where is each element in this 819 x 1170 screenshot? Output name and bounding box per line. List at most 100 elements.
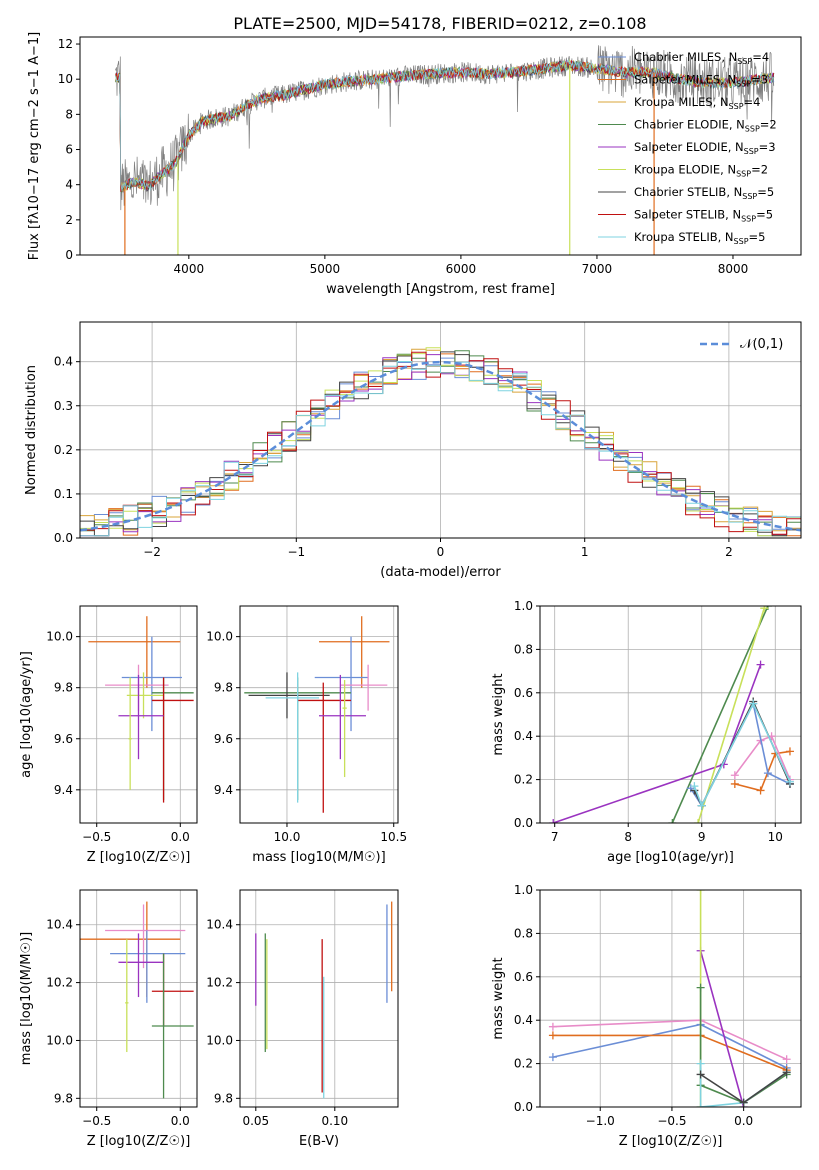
tick-label-x: −1.0 xyxy=(586,1114,615,1128)
weight-marker xyxy=(785,747,794,756)
weight-marker xyxy=(730,771,739,780)
tick-label-x: 4000 xyxy=(174,262,205,276)
plot-area xyxy=(548,890,791,1107)
tick-label-y: 2 xyxy=(65,213,73,227)
tick-label-x: 1 xyxy=(581,545,589,559)
normal-curve xyxy=(79,360,802,532)
tick-label-y: 10 xyxy=(58,72,73,86)
weight-line xyxy=(697,607,765,823)
axes-frame xyxy=(239,889,399,1108)
tick-label-y: 10.0 xyxy=(46,630,73,644)
tick-label-x: 8 xyxy=(624,830,632,844)
x-axis-label: Z [log10(Z/Z☉)] xyxy=(87,1134,191,1149)
tick-label-y: 9.4 xyxy=(214,783,233,797)
axes-frame xyxy=(539,889,802,1108)
tick-label-y: 0.3 xyxy=(54,399,73,413)
tick-label-y: 10.0 xyxy=(206,630,233,644)
weight-marker xyxy=(696,983,705,992)
weight-marker xyxy=(782,1055,791,1064)
z-weight-panel: −1.0 −0.5 0.0 0.0 0.2 0.4 0.6 0.8 1.0 Z [log10(Z/… xyxy=(491,883,802,1149)
tick-label-x: −1 xyxy=(287,545,305,559)
x-axis-label: Z [log10(Z/Z☉)] xyxy=(619,1134,723,1149)
weight-marker xyxy=(782,1068,791,1077)
tick-label-y: 0.8 xyxy=(514,926,533,940)
weight-marker xyxy=(696,1059,705,1068)
tick-label-x: 2 xyxy=(725,545,733,559)
plot-area xyxy=(80,901,194,1099)
tick-label-y: 1.0 xyxy=(514,599,533,613)
tick-label-x: 7000 xyxy=(582,262,613,276)
observed-spectrum xyxy=(115,45,775,211)
plot-area xyxy=(549,606,794,823)
tick-label-x: 0.05 xyxy=(242,1114,269,1128)
weight-line xyxy=(671,606,769,823)
tick-label-y: 0.0 xyxy=(514,1100,533,1114)
tick-label-x: 0.0 xyxy=(734,1114,753,1128)
tick-label-y: 9.4 xyxy=(54,783,73,797)
tick-label-y: 1.0 xyxy=(514,883,533,897)
x-axis-label: mass [log10(M/M☉)] xyxy=(252,850,385,865)
legend-label: Kroupa ELODIE, NSSP=2 xyxy=(634,163,768,179)
tick-label-y: 0.0 xyxy=(514,816,533,830)
normal-legend-label: 𝒩(0,1) xyxy=(740,337,783,352)
legend-label: Chabrier ELODIE, NSSP=2 xyxy=(634,118,777,134)
weight-marker xyxy=(548,1053,557,1062)
legend-label: Salpeter STELIB, NSSP=5 xyxy=(634,208,773,224)
weight-marker xyxy=(696,1070,705,1079)
tick-label-x: 7 xyxy=(551,830,559,844)
tick-label-y: 4 xyxy=(65,178,73,192)
model-spectrum xyxy=(115,60,775,193)
tick-label-y: 10.4 xyxy=(206,918,233,932)
tick-label-y: 10.2 xyxy=(206,976,233,990)
weight-marker xyxy=(668,819,677,823)
tick-label-x: 10 xyxy=(768,830,783,844)
x-axis-label: E(B-V) xyxy=(299,1134,339,1149)
weight-marker xyxy=(696,1103,705,1107)
tick-label-x: 0.0 xyxy=(171,1114,190,1128)
tick-label-y: 10.0 xyxy=(46,1033,73,1047)
x-axis-label: (data-model)/error xyxy=(380,565,501,580)
tick-label-y: 0.2 xyxy=(514,1057,533,1071)
weight-marker xyxy=(696,890,705,894)
tick-label-x: −0.5 xyxy=(657,1114,686,1128)
weight-line xyxy=(552,664,762,823)
axes-frame xyxy=(79,889,198,1108)
weight-marker xyxy=(756,660,765,669)
tick-label-y: 9.6 xyxy=(214,732,233,746)
tick-label-x: −0.5 xyxy=(82,830,111,844)
y-axis-label: mass weight xyxy=(491,673,506,755)
axes-frame xyxy=(239,605,399,824)
y-axis-label: Normed distribution xyxy=(24,365,39,495)
model-spectrum xyxy=(115,59,775,191)
tick-label-x: 8000 xyxy=(718,262,749,276)
weight-line xyxy=(552,1034,787,1071)
weight-marker xyxy=(697,801,706,810)
legend-label: Salpeter MILES, NSSP=3 xyxy=(634,73,768,89)
legend-label: Kroupa STELIB, NSSP=5 xyxy=(634,230,765,246)
tick-label-y: 10.4 xyxy=(46,918,73,932)
weight-line xyxy=(699,987,788,1104)
tick-label-y: 0.6 xyxy=(514,686,533,700)
tick-label-y: 0 xyxy=(65,248,73,262)
weight-marker xyxy=(760,606,769,613)
tick-label-y: 0.8 xyxy=(514,642,533,656)
weight-marker xyxy=(749,699,758,708)
x-axis-label: Z [log10(Z/Z☉)] xyxy=(87,850,191,865)
tick-label-y: 0.4 xyxy=(514,1013,533,1027)
tick-label-x: 0.0 xyxy=(171,830,190,844)
residuals-legend: 𝒩(0,1) xyxy=(700,337,783,352)
legend-label: Chabrier STELIB, NSSP=5 xyxy=(634,185,774,201)
residual-histogram xyxy=(80,351,801,535)
weight-line xyxy=(734,750,791,792)
tick-label-x: 9 xyxy=(698,830,706,844)
tick-label-x: 0.10 xyxy=(321,1114,348,1128)
plot-area xyxy=(255,901,393,1099)
tick-label-x: 10.0 xyxy=(274,830,301,844)
spectrum-panel: 4000 5000 6000 7000 8000 0 2 4 6 8 10 12 wavelength … xyxy=(27,32,802,297)
tick-label-y: 6 xyxy=(65,143,73,157)
weight-line xyxy=(699,950,745,1107)
residual-histogram xyxy=(80,351,801,537)
residuals-panel: −2 −1 0 1 2 0.0 0.1 0.2 0.3 0.4 (data-model)/error… xyxy=(24,321,802,580)
mass-age-panel: 10.0 10.5 9.4 9.6 9.8 10.0 mass [log10(M/M☉)] xyxy=(206,605,407,865)
weight-marker xyxy=(694,819,703,823)
